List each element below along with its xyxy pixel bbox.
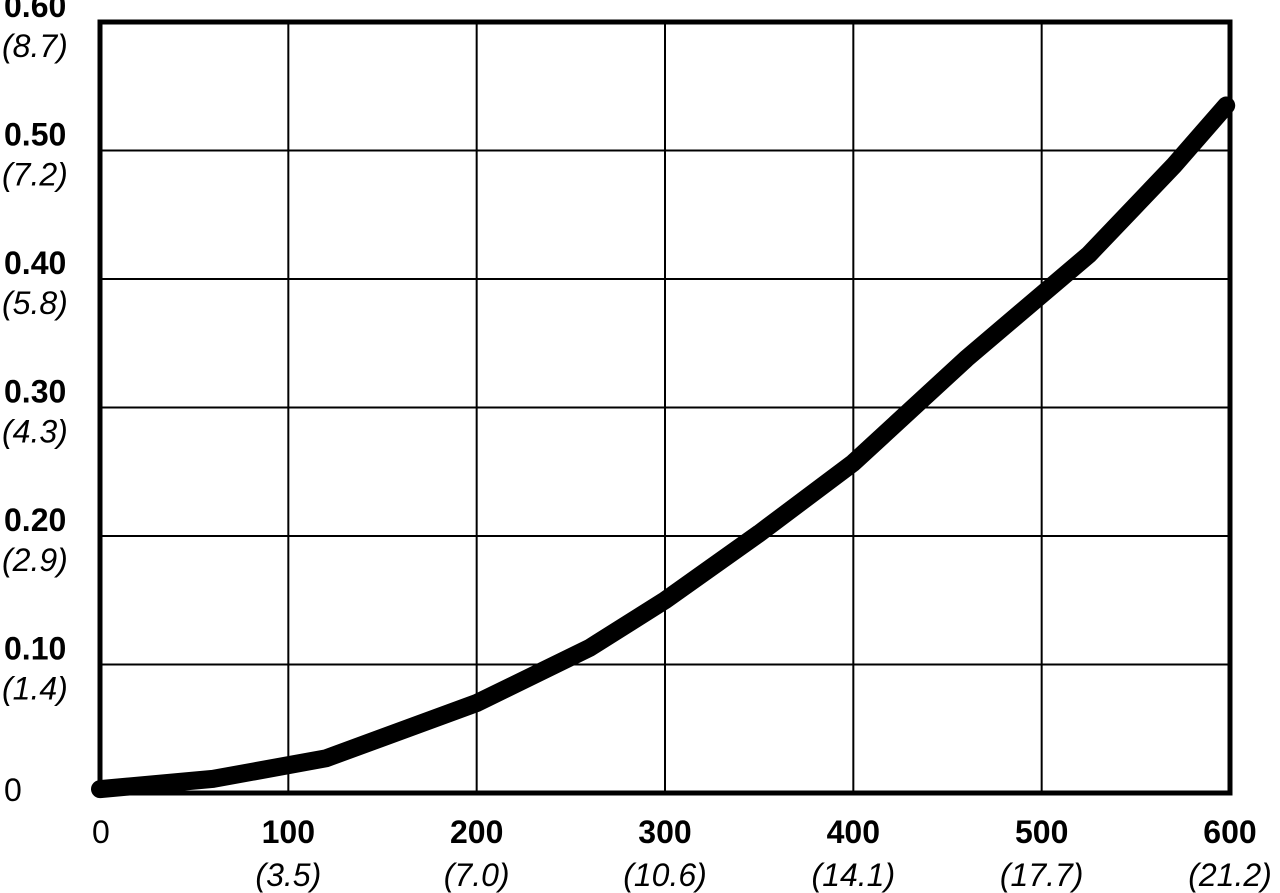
horizontal-gridlines (100, 149, 1230, 666)
x-tick-label: 100 (262, 814, 315, 850)
x-tick-label-alt: (10.6) (623, 857, 707, 893)
x-tick-label: 600 (1203, 814, 1256, 850)
series-line (91, 96, 1236, 799)
y-tick-label: 0.30 (4, 374, 66, 410)
y-tick-label-alt: (1.4) (2, 671, 68, 707)
x-tick-label: 500 (1015, 814, 1068, 850)
y-tick-label-alt: (2.9) (2, 542, 68, 578)
y-tick-label: 0.60 (4, 0, 66, 24)
x-tick-label-alt: (7.0) (444, 857, 510, 893)
x-tick-label-alt: (17.7) (1000, 857, 1084, 893)
y-tick-label: 0.40 (4, 245, 66, 281)
y-tick-label: 0.50 (4, 117, 66, 153)
y-tick-label-alt: (5.8) (2, 285, 68, 321)
y-tick-label-alt: (7.2) (2, 157, 68, 193)
x-tick-label-alt: (14.1) (812, 857, 896, 893)
x-tick-label: 400 (827, 814, 880, 850)
x-axis-tick-labels: 0 100 (3.5) 200 (7.0) 300 (10.6) 400 (14.1) 500 (1… (92, 814, 1272, 893)
x-tick-label: 300 (638, 814, 691, 850)
y-tick-label: 0.10 (4, 631, 66, 667)
y-tick-label-alt: (4.3) (2, 414, 68, 450)
plot-frame (97, 19, 1233, 796)
y-tick-label-alt: (8.7) (2, 28, 68, 64)
y-tick-label: 0 (4, 772, 22, 808)
x-tick-label-alt: (21.2) (1188, 857, 1272, 893)
x-tick-label-alt: (3.5) (255, 857, 321, 893)
y-tick-label: 0.20 (4, 502, 66, 538)
x-tick-label: 0 (92, 814, 110, 850)
y-axis-tick-labels: 0 0.10 (1.4) 0.20 (2.9) 0.30 (4.3) 0.40 (5.8) 0.5… (2, 0, 68, 808)
x-tick-label: 200 (450, 814, 503, 850)
